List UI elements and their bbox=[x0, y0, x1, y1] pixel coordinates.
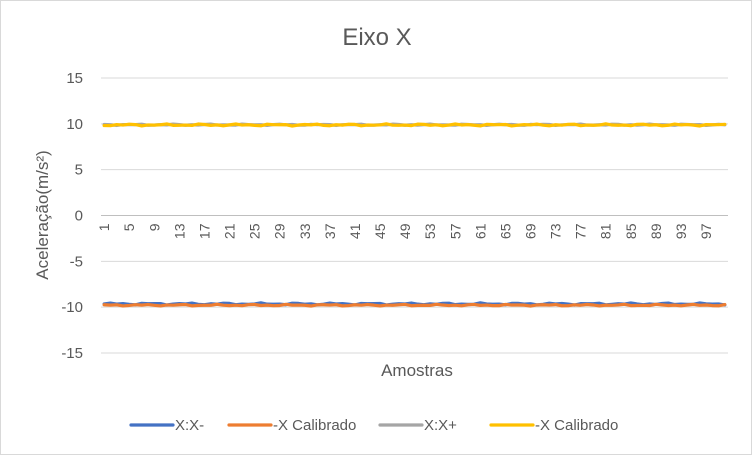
chart-title: Eixo X bbox=[342, 24, 411, 51]
x-tick-label: 5 bbox=[121, 223, 137, 231]
x-tick-label: 13 bbox=[171, 223, 187, 239]
y-tick-label: -10 bbox=[61, 299, 83, 316]
y-tick-label: 5 bbox=[75, 162, 83, 179]
x-tick-label: 89 bbox=[648, 223, 664, 239]
x-tick-label: 69 bbox=[522, 223, 538, 239]
x-tick-label: 25 bbox=[247, 223, 263, 239]
series-line-2 bbox=[102, 302, 727, 308]
y-tick-label: 15 bbox=[66, 70, 83, 87]
x-tick-label: 57 bbox=[447, 223, 463, 239]
x-tick-label: 81 bbox=[598, 223, 614, 239]
x-tick-label: 33 bbox=[297, 223, 313, 239]
legend-label: -X Calibrado bbox=[535, 417, 618, 434]
y-tick-label: 10 bbox=[66, 116, 83, 133]
x-tick-label: 9 bbox=[146, 223, 162, 231]
legend-label: -X Calibrado bbox=[273, 417, 356, 434]
x-tick-label: 61 bbox=[472, 223, 488, 239]
x-tick-label: 77 bbox=[573, 223, 589, 239]
x-tick-label: 21 bbox=[222, 223, 238, 239]
x-tick-label: 45 bbox=[372, 223, 388, 239]
x-tick-label: 97 bbox=[698, 223, 714, 239]
y-tick-label: -15 bbox=[61, 345, 83, 362]
x-tick-label: 1 bbox=[96, 223, 112, 231]
x-tick-label: 53 bbox=[422, 223, 438, 239]
y-tick-label: 0 bbox=[75, 208, 83, 225]
x-tick-label: 93 bbox=[673, 223, 689, 239]
y-axis-ticks: 15 10 5 0 -5 -10 -15 bbox=[61, 70, 83, 362]
x-axis-label: Amostras bbox=[381, 361, 453, 380]
x-tick-label: 85 bbox=[623, 223, 639, 239]
x-axis-ticks: 1 5 9 13 17 21 25 29 33 37 41 45 49 53 57 61 65 69 73 77 81 8… bbox=[96, 223, 714, 239]
legend-label: X:X- bbox=[175, 417, 204, 434]
series-lines bbox=[102, 122, 727, 308]
series-line-4 bbox=[102, 122, 727, 128]
legend-label: X:X+ bbox=[424, 417, 457, 434]
x-tick-label: 65 bbox=[497, 223, 513, 239]
x-tick-label: 49 bbox=[397, 223, 413, 239]
x-tick-label: 17 bbox=[196, 223, 212, 239]
x-tick-label: 37 bbox=[322, 223, 338, 239]
x-tick-label: 29 bbox=[272, 223, 288, 239]
x-tick-label: 73 bbox=[548, 223, 564, 239]
x-tick-label: 41 bbox=[347, 223, 363, 239]
gridlines bbox=[101, 77, 728, 354]
y-tick-label: -5 bbox=[70, 253, 83, 270]
legend: X:X- -X Calibrado X:X+ -X Calibrado bbox=[129, 417, 618, 434]
y-axis-label: Aceleração(m/s²) bbox=[33, 150, 52, 279]
